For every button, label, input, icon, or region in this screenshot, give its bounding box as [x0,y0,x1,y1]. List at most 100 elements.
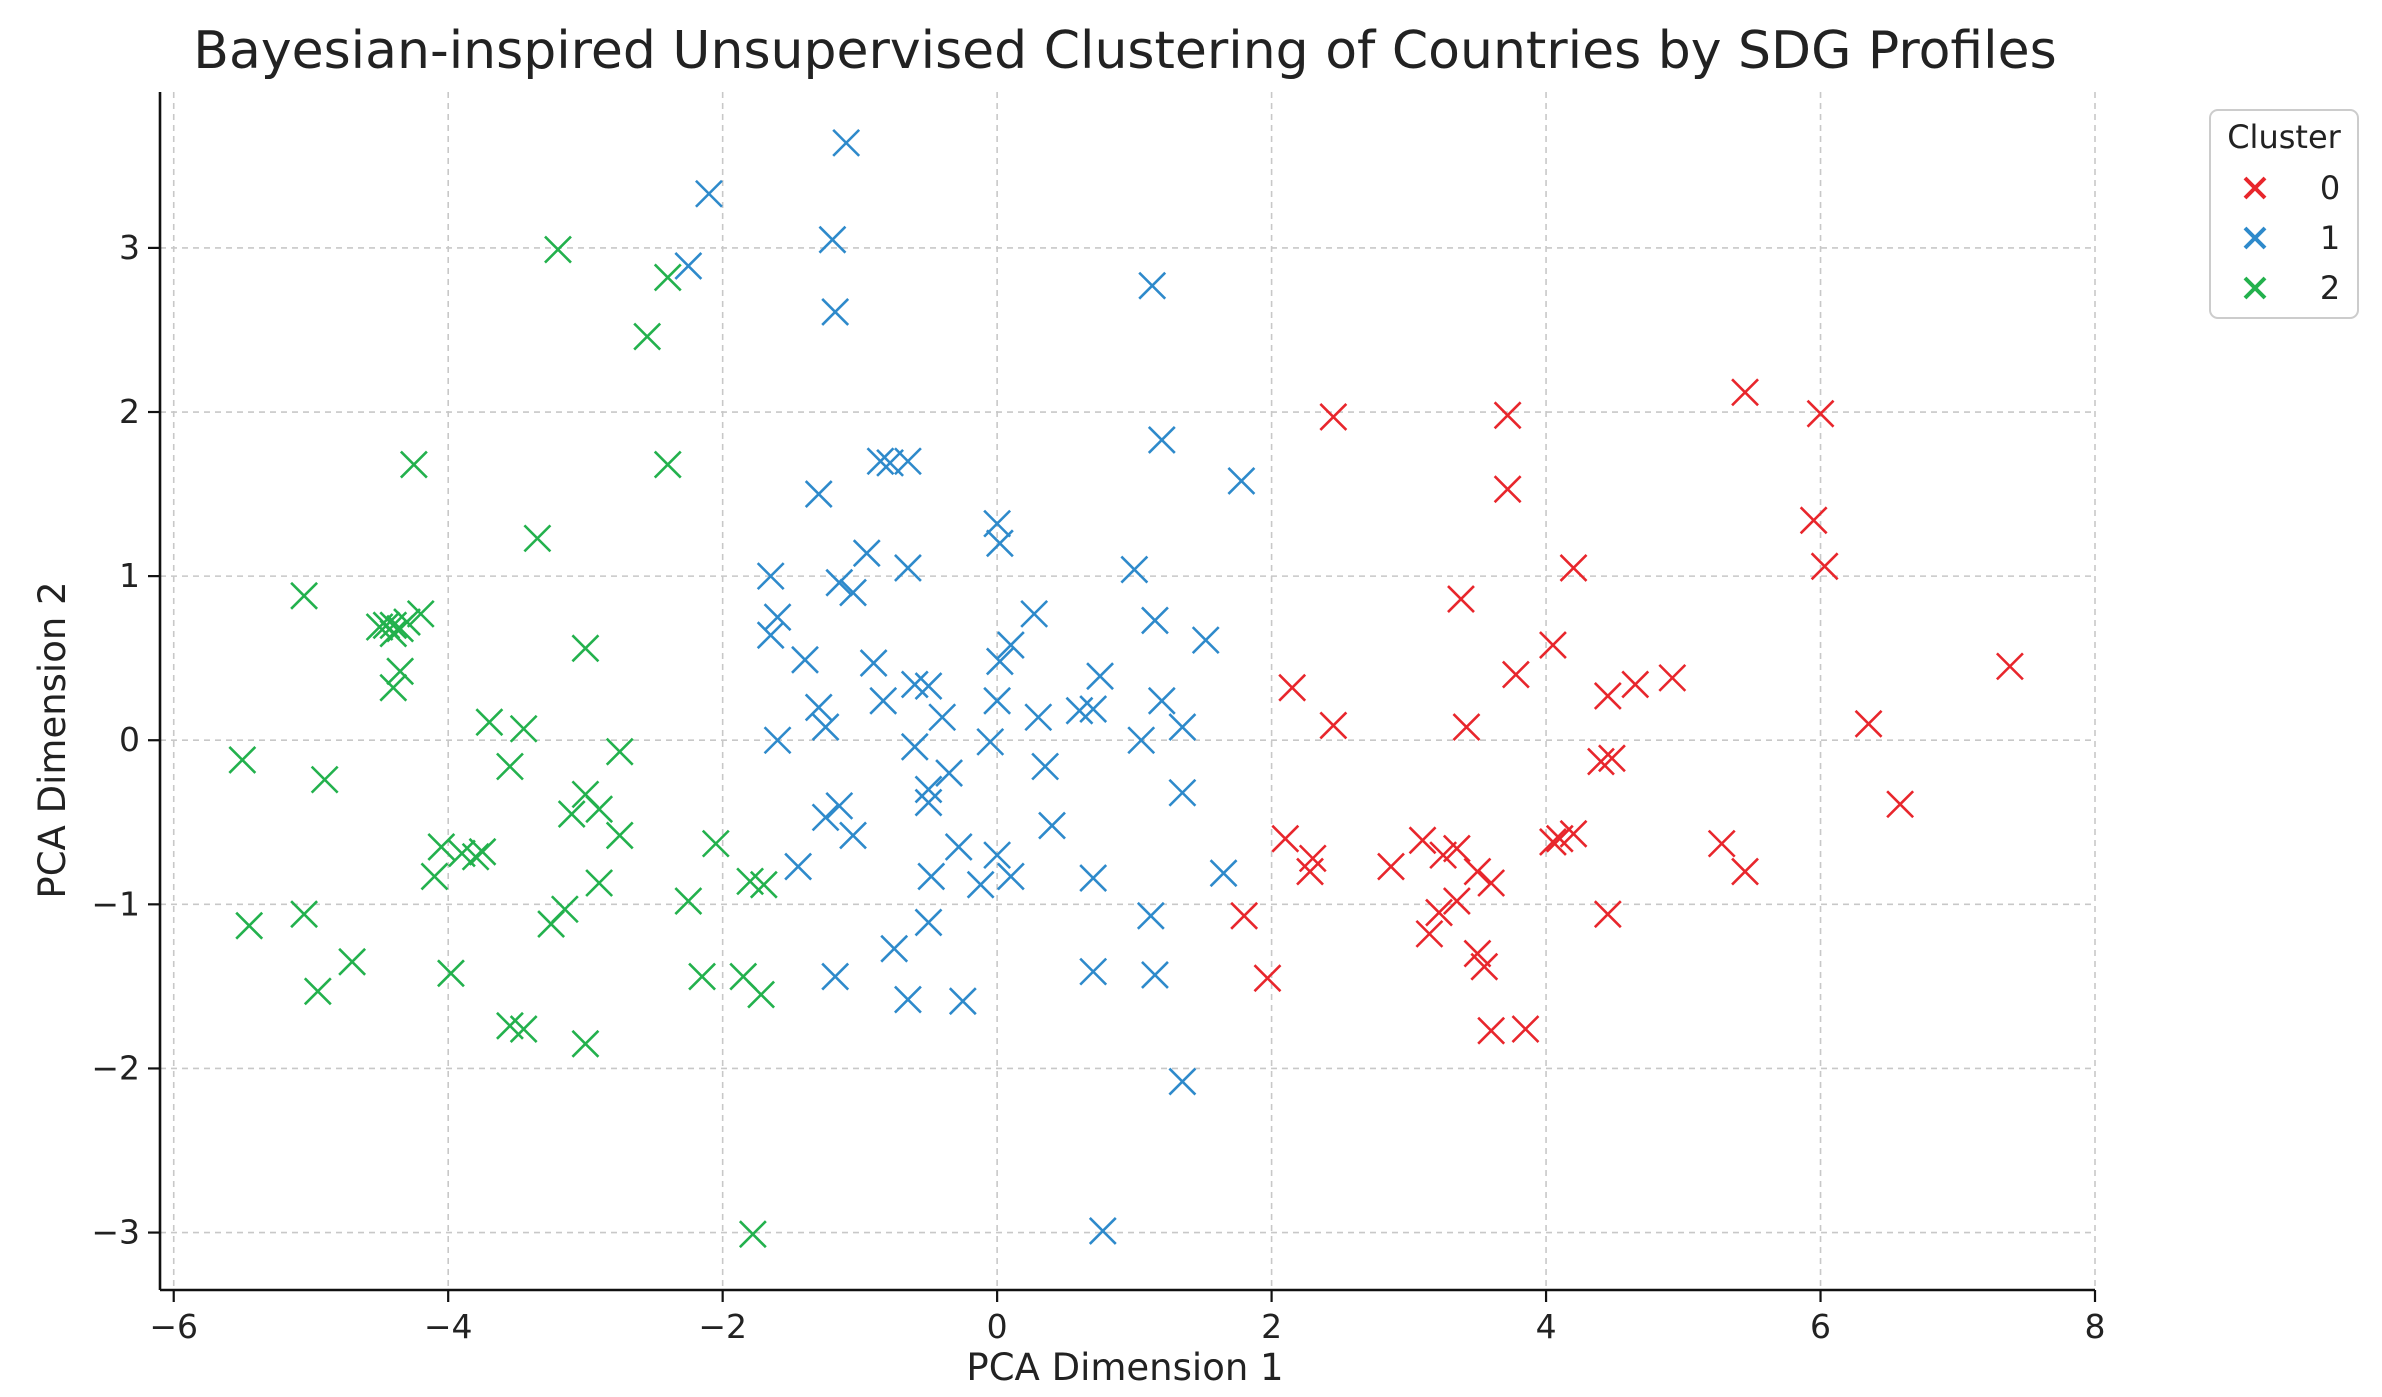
data-point [557,800,586,829]
data-point [832,128,861,157]
y-tick-label: −3 [91,1213,140,1252]
data-point [1408,826,1437,855]
data-point [1493,401,1522,430]
data-point [509,714,538,743]
data-point [1079,864,1108,893]
data-point [866,447,895,476]
legend-marker-cluster-1 [2243,226,2267,250]
data-point [1079,957,1108,986]
data-point [1227,467,1256,495]
legend-entries: 0 1 2 [2243,169,2340,307]
data-point [894,553,922,582]
data-point [509,1015,538,1043]
data-point [674,252,703,280]
data-point [763,603,792,632]
data-point [900,732,929,761]
data-point [914,908,943,937]
data-point [747,980,776,1009]
series-cluster-1 [674,128,1256,1245]
data-point [605,821,634,850]
data-point [1168,713,1197,742]
legend: Cluster 0 1 2 [2209,109,2359,319]
x-tick-label: −6 [149,1307,198,1346]
data-point [399,450,428,479]
data-point [756,562,785,591]
data-point [869,686,898,715]
data-point [1731,378,1759,407]
data-point [605,737,634,766]
y-tick-label: −1 [91,884,140,923]
data-point [839,821,867,850]
data-point [983,686,1012,715]
data-point [1086,662,1114,691]
data-point [1731,857,1759,886]
data-point [1477,869,1506,897]
data-point [1319,711,1348,740]
legend-label: 2 [2320,269,2340,307]
data-point [763,726,792,755]
legend-box [2209,109,2359,319]
data-point [379,673,408,702]
data-point [1539,828,1567,856]
chart-title: Bayesian-inspired Unsupervised Clusterin… [193,21,2056,81]
data-point [303,977,332,1006]
data-point [1429,841,1458,870]
data-point [1447,585,1475,614]
data-point [1168,778,1197,807]
data-point [1024,703,1053,732]
x-tick-label: −2 [698,1307,747,1346]
data-points [228,128,2024,1249]
data-point [1493,475,1522,504]
data-point [1120,555,1149,584]
data-point [1138,271,1167,300]
data-point [804,693,833,722]
x-tick-label: 6 [1810,1307,1831,1346]
data-point [290,581,319,610]
data-point [1621,670,1650,699]
data-point [1810,552,1839,581]
data-point [944,832,973,861]
data-point [821,962,850,991]
data-point [290,900,319,929]
data-point [1452,713,1481,742]
data-point [1065,696,1094,725]
data-point [894,447,922,476]
legend-label: 0 [2320,169,2340,207]
data-point [917,862,946,891]
data-point [523,524,552,553]
data-point [1296,857,1324,886]
series-cluster-2 [228,235,778,1249]
data-point [1658,663,1687,692]
legend-marker-cluster-0 [2243,176,2267,200]
data-point [821,297,850,326]
data-point [784,852,813,881]
x-tick-label: 2 [1261,1307,1282,1346]
axes [158,92,2095,1292]
y-tick-label: 2 [119,392,140,431]
data-point [825,791,854,820]
data-point [996,862,1025,891]
data-point [1463,939,1492,968]
data-point [695,179,723,208]
data-point [914,775,943,804]
data-point [1559,819,1588,848]
y-tick-label: 1 [119,556,140,595]
data-point [1253,964,1282,993]
data-point [1230,901,1259,930]
data-point [985,529,1014,558]
data-point [235,911,264,940]
data-point [633,322,662,351]
data-point [1598,744,1626,773]
data-point [701,829,730,858]
data-point [1079,695,1108,723]
data-point [859,649,888,678]
data-point [1020,599,1049,628]
data-point [935,759,964,787]
data-point [1271,824,1300,853]
data-point [379,619,408,648]
data-point [985,647,1014,676]
data-point [749,870,778,899]
data-point [1593,900,1622,929]
x-tick-label: −4 [424,1307,473,1346]
data-point [585,795,614,824]
